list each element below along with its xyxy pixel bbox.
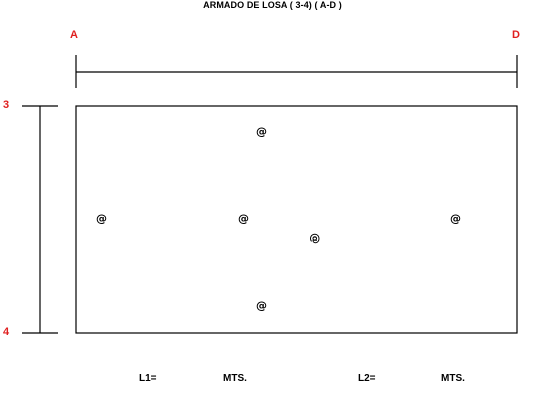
rebar-mark-center-right: @	[309, 233, 322, 244]
rebar-mark-right: @	[450, 212, 461, 225]
slab-outline	[75, 105, 518, 334]
rebar-mark-top: @	[256, 125, 267, 138]
rebar-mark-center: @	[238, 212, 249, 225]
axis-label-4: 4	[3, 326, 10, 338]
rebar-mark-bottom: @	[256, 299, 267, 312]
length-l1-label: L1=	[139, 373, 157, 384]
rebar-mark-left: @	[96, 212, 107, 225]
drawing-title: ARMADO DE LOSA ( 3-4) ( A-D )	[203, 0, 342, 10]
axis-label-3: 3	[3, 99, 10, 111]
length-l1-unit: MTS.	[223, 373, 247, 384]
length-l2-unit: MTS.	[441, 373, 465, 384]
axis-label-d: D	[512, 29, 520, 41]
length-l2-label: L2=	[358, 373, 376, 384]
axis-label-a: A	[70, 29, 78, 41]
